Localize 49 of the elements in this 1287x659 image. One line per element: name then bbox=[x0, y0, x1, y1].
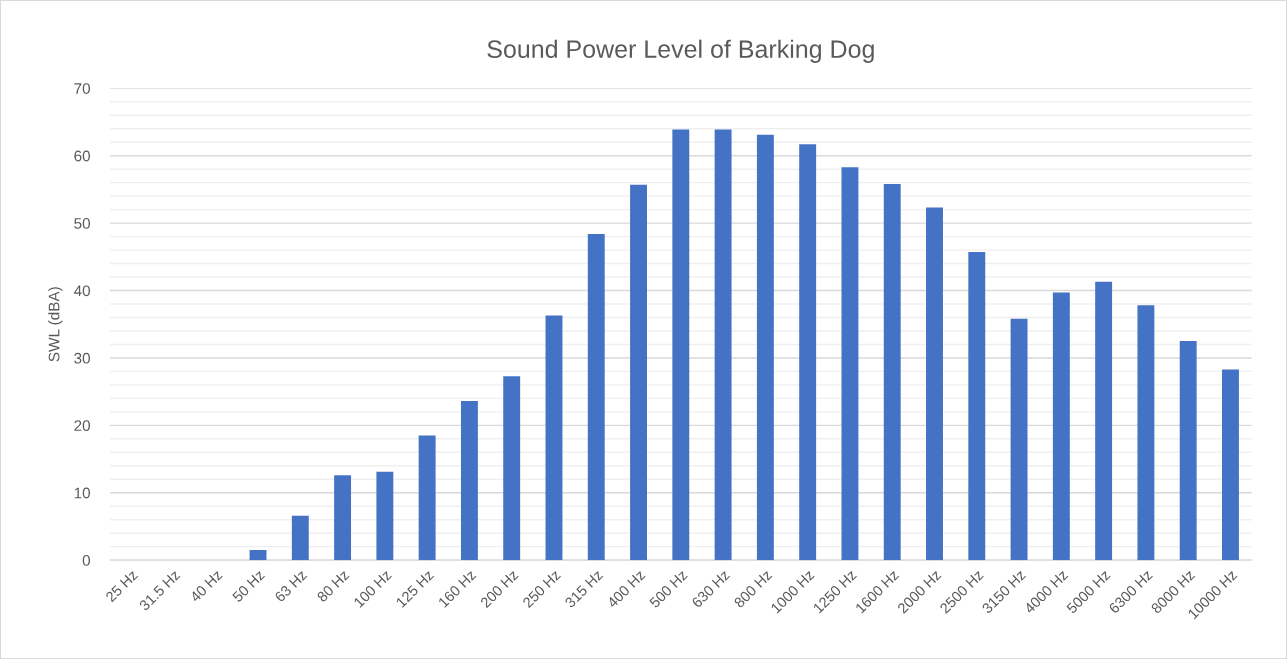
bar bbox=[630, 184, 647, 561]
bar bbox=[672, 129, 690, 561]
bar bbox=[503, 376, 521, 561]
x-tick-label: 250 Hz bbox=[522, 569, 562, 609]
bar bbox=[249, 550, 267, 561]
chart-title: Sound Power Level of Barking Dog bbox=[487, 39, 874, 63]
x-tick-label: 500 Hz bbox=[648, 569, 688, 609]
x-tick-label: 25 Hz bbox=[105, 569, 139, 603]
bar bbox=[1095, 281, 1113, 561]
y-tick-label: 20 bbox=[74, 420, 90, 432]
y-axis-title: SWL (dBA) bbox=[48, 287, 63, 362]
y-tick-label: 0 bbox=[82, 555, 90, 566]
bar bbox=[587, 233, 605, 561]
x-tick-label: 50 Hz bbox=[231, 569, 266, 603]
x-tick-label: 80 Hz bbox=[316, 569, 350, 603]
bar bbox=[926, 207, 943, 561]
bar bbox=[714, 129, 732, 561]
x-tick-label: 40 Hz bbox=[189, 569, 223, 603]
bar bbox=[756, 134, 774, 561]
x-tick-label: 125 Hz bbox=[395, 569, 435, 608]
bar bbox=[968, 252, 986, 561]
bar bbox=[376, 471, 394, 561]
bar bbox=[1137, 305, 1155, 561]
bar bbox=[1010, 318, 1028, 561]
y-tick-label: 40 bbox=[73, 285, 90, 297]
y-tick-label: 10 bbox=[74, 487, 90, 499]
x-tick-label: 800 Hz bbox=[733, 569, 773, 609]
x-tick-label: 63 Hz bbox=[274, 569, 308, 603]
bar bbox=[1222, 369, 1239, 561]
bar bbox=[460, 401, 478, 561]
bar bbox=[291, 515, 309, 561]
y-tick-label: 60 bbox=[74, 150, 90, 162]
bar bbox=[545, 315, 563, 561]
y-tick-label: 30 bbox=[74, 352, 90, 364]
bar bbox=[418, 435, 436, 561]
bar bbox=[334, 475, 352, 561]
bar bbox=[1052, 292, 1070, 561]
x-tick-label: 100 Hz bbox=[353, 569, 392, 608]
bar bbox=[1179, 341, 1197, 561]
x-tick-label: 160 Hz bbox=[437, 569, 477, 608]
x-tick-label: 630 Hz bbox=[691, 569, 731, 609]
bar bbox=[799, 144, 817, 561]
bar bbox=[841, 167, 859, 561]
y-tick-label: 70 bbox=[74, 83, 90, 94]
x-tick-label: 200 Hz bbox=[479, 569, 519, 609]
x-tick-label: 315 Hz bbox=[564, 569, 604, 609]
x-tick-label: 400 Hz bbox=[606, 569, 646, 609]
y-tick-label: 50 bbox=[74, 217, 90, 229]
bar bbox=[883, 184, 901, 561]
